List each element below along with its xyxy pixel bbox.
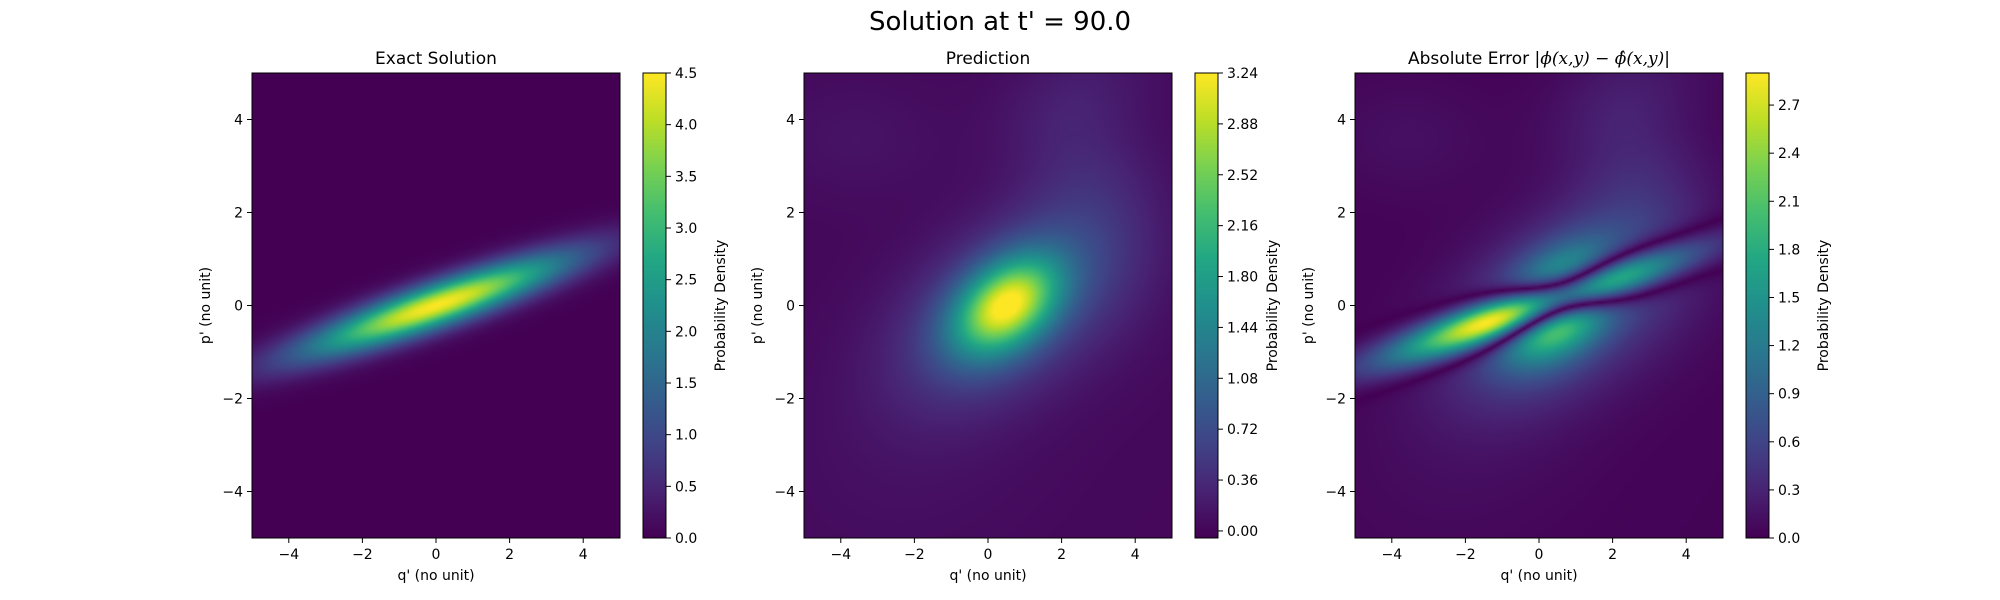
colorbar-tick-label: 1.0: [675, 428, 697, 444]
x-tick-label: 0: [1535, 547, 1544, 563]
heatmap-image: [1355, 73, 1723, 538]
colorbar-tick-label: 0.72: [1227, 422, 1258, 438]
colorbar-tick-label: 3.0: [675, 221, 697, 237]
x-tick-label: −4: [830, 547, 851, 563]
y-tick-label: 0: [786, 299, 795, 315]
x-axis-label: q' (no unit): [1500, 568, 1577, 584]
colorbar-label: Probability Density: [1265, 240, 1281, 372]
y-tick-label: 4: [786, 113, 795, 129]
x-tick-label: −4: [1381, 547, 1402, 563]
y-tick-label: −2: [774, 392, 795, 408]
colorbar-tick-label: 3.5: [675, 169, 697, 185]
panel-title: Absolute Error |ϕ(x,y) − ϕ̂(x,y)|: [1408, 49, 1670, 69]
colorbar-tick-label: 1.44: [1227, 320, 1258, 336]
x-tick-label: −2: [1455, 547, 1476, 563]
panel-title: Exact Solution: [375, 49, 497, 69]
x-tick-label: 2: [1608, 547, 1617, 563]
colorbar-gradient: [643, 73, 666, 538]
colorbar-tick-label: 4.0: [675, 118, 697, 134]
y-tick-label: 4: [1337, 113, 1346, 129]
heatmap-image: [252, 73, 620, 538]
x-tick-label: −4: [278, 547, 299, 563]
colorbar-tick-label: 2.52: [1227, 168, 1258, 184]
colorbar-tick-label: 1.08: [1227, 371, 1258, 387]
x-tick-label: −2: [904, 547, 925, 563]
y-tick-label: 2: [1337, 206, 1346, 222]
panels: Exact Solution −4 −2 0 2 4 −4 −2 0 2 4 q' (no unit)…: [198, 49, 1832, 584]
y-tick-label: −2: [222, 392, 243, 408]
x-tick-label: 2: [505, 547, 514, 563]
colorbar-tick-label: 0.3: [1778, 483, 1800, 499]
colorbar-tick-label: 0.0: [1778, 531, 1800, 547]
x-tick-label: 4: [1682, 547, 1691, 563]
colorbar-tick-label: 2.88: [1227, 117, 1258, 133]
colorbar-frame: [1745, 72, 1770, 539]
x-tick-label: 2: [1057, 547, 1066, 563]
colorbar-tick-label: 2.0: [675, 324, 697, 340]
colorbar-tick-label: 0.6: [1778, 435, 1800, 451]
colorbar-gradient: [1746, 73, 1769, 538]
colorbar-gradient: [1195, 73, 1218, 538]
y-tick-label: −4: [1325, 485, 1346, 501]
colorbar-tick-label: 1.5: [675, 376, 697, 392]
y-tick-label: 4: [234, 113, 243, 129]
x-axis-label: q' (no unit): [397, 568, 474, 584]
panel-1: Exact Solution −4 −2 0 2 4 −4 −2 0 2 4 q' (no unit)…: [198, 49, 729, 584]
x-tick-label: 0: [432, 547, 441, 563]
colorbar-frame: [1194, 72, 1219, 539]
colorbar-frame: [642, 72, 667, 539]
colorbar-tick-label: 0.36: [1227, 473, 1258, 489]
y-axis-label: p' (no unit): [1301, 267, 1317, 344]
x-tick-label: −2: [352, 547, 373, 563]
y-tick-label: −4: [222, 485, 243, 501]
colorbar-tick-label: 4.5: [675, 66, 697, 82]
x-axis-label: q' (no unit): [949, 568, 1026, 584]
x-tick-label: 0: [984, 547, 993, 563]
colorbar-tick-label: 0.0: [675, 531, 697, 547]
y-axis-label: p' (no unit): [750, 267, 766, 344]
colorbar-tick-label: 2.16: [1227, 219, 1258, 235]
x-tick-label: 4: [579, 547, 588, 563]
colorbar-tick-label: 2.4: [1778, 146, 1800, 162]
figure-title: Solution at t' = 90.0: [869, 7, 1131, 37]
colorbar-tick-label: 2.1: [1778, 194, 1800, 210]
y-tick-label: 0: [1337, 299, 1346, 315]
colorbar-tick-label: 1.2: [1778, 339, 1800, 355]
colorbar-tick-label: 3.24: [1227, 66, 1258, 82]
heatmap-image: [804, 73, 1172, 538]
colorbar-tick-label: 1.8: [1778, 242, 1800, 258]
colorbar-tick-label: 1.5: [1778, 290, 1800, 306]
colorbar-tick-label: 0.5: [675, 479, 697, 495]
panel-3: Absolute Error |ϕ(x,y) − ϕ̂(x,y)| −4 −2 0 2 4…: [1301, 49, 1832, 584]
colorbar-tick-label: 2.7: [1778, 98, 1800, 114]
colorbar-tick-label: 2.5: [675, 273, 697, 289]
x-tick-label: 4: [1131, 547, 1140, 563]
colorbar-tick-label: 1.80: [1227, 270, 1258, 286]
panel-2: Prediction −4 −2 0 2 4 −4 −2 0 2 4 q' (no unit) p' (…: [750, 49, 1281, 584]
y-tick-label: 2: [786, 206, 795, 222]
y-tick-label: −2: [1325, 392, 1346, 408]
colorbar-tick-label: 0.9: [1778, 387, 1800, 403]
y-axis-label: p' (no unit): [198, 267, 214, 344]
y-tick-label: 2: [234, 206, 243, 222]
y-tick-label: 0: [234, 299, 243, 315]
colorbar-label: Probability Density: [1816, 240, 1832, 372]
colorbar-tick-label: 0.00: [1227, 524, 1258, 540]
y-tick-label: −4: [774, 485, 795, 501]
panel-title: Prediction: [946, 49, 1030, 69]
colorbar-label: Probability Density: [713, 240, 729, 372]
